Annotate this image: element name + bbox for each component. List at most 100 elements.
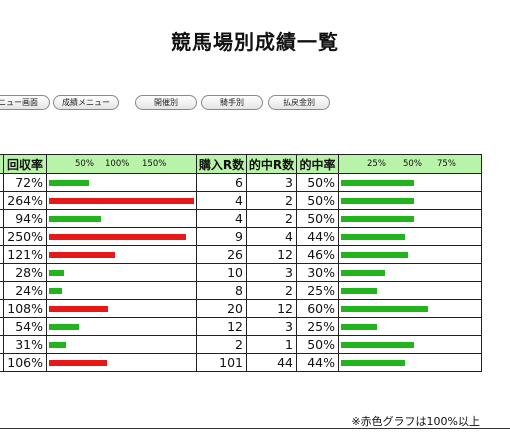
- return-rate-bar: [49, 216, 101, 222]
- races-cell: 9: [196, 227, 247, 246]
- by-meeting-button[interactable]: 開催別: [135, 95, 197, 110]
- return-scale-50: 50%: [75, 159, 94, 169]
- return-bar-cell: [46, 335, 197, 354]
- races-cell: 26: [196, 245, 247, 264]
- hit-rate-bar: [341, 288, 377, 294]
- hit-scale-75: 75%: [437, 159, 456, 169]
- hits-cell: 2: [246, 281, 297, 300]
- table-row: 72% 6 3 50%: [0, 173, 482, 192]
- return-rate-cell: 54%: [3, 317, 47, 336]
- hit-bar-cell: [338, 299, 482, 318]
- hit-bar-cell: [338, 173, 482, 192]
- hit-scale-50: 50%: [403, 159, 422, 169]
- hits-cell: 4: [246, 227, 297, 246]
- return-bar-cell: [46, 245, 197, 264]
- return-bar-cell: [46, 263, 197, 282]
- hit-rate-cell: 50%: [296, 173, 339, 192]
- hits-cell: 3: [246, 317, 297, 336]
- table-row: 24% 8 2 25%: [0, 281, 482, 300]
- hit-bar-cell: [338, 263, 482, 282]
- return-rate-cell: 94%: [3, 209, 47, 228]
- table-row: 28% 10 3 30%: [0, 263, 482, 282]
- hit-rate-cell: 60%: [296, 299, 339, 318]
- hit-bar-cell: [338, 209, 482, 228]
- races-cell: 20: [196, 299, 247, 318]
- return-rate-cell: 264%: [3, 191, 47, 210]
- hits-cell: 44: [246, 353, 297, 372]
- return-rate-cell: 121%: [3, 245, 47, 264]
- table-row: 108% 20 12 60%: [0, 299, 482, 318]
- return-bar-cell: [46, 353, 197, 372]
- return-rate-bar: [49, 360, 107, 366]
- hit-rate-cell: 50%: [296, 335, 339, 354]
- results-table: 回収率 50% 100% 150% 購入R数 的中R数 的中率 25% 50% …: [0, 154, 482, 372]
- header-hit-rate: 的中率: [296, 154, 339, 174]
- races-cell: 4: [196, 209, 247, 228]
- return-bar-cell: [46, 209, 197, 228]
- hit-bar-cell: [338, 317, 482, 336]
- return-scale-150: 150%: [142, 159, 167, 169]
- hit-bar-cell: [338, 335, 482, 354]
- header-return-scale: 50% 100% 150%: [46, 154, 197, 174]
- return-bar-cell: [46, 317, 197, 336]
- return-rate-bar: [49, 234, 186, 240]
- return-rate-cell: 31%: [3, 335, 47, 354]
- return-rate-cell: 72%: [3, 173, 47, 192]
- by-payout-button[interactable]: 払戻金別: [268, 95, 330, 110]
- hit-bar-cell: [338, 353, 482, 372]
- hit-bar-cell: [338, 227, 482, 246]
- return-rate-bar: [49, 270, 64, 276]
- hits-cell: 12: [246, 299, 297, 318]
- footnote: ※赤色グラフは100%以上: [351, 415, 480, 428]
- hits-cell: 12: [246, 245, 297, 264]
- header-return-rate: 回収率: [3, 154, 47, 174]
- results-menu-button[interactable]: 成績メニュー: [53, 95, 119, 110]
- main-menu-button[interactable]: ニュー画面: [0, 95, 50, 110]
- return-bar-cell: [46, 299, 197, 318]
- races-cell: 10: [196, 263, 247, 282]
- hit-rate-bar: [341, 180, 414, 186]
- hits-cell: 1: [246, 335, 297, 354]
- hit-rate-bar: [341, 234, 405, 240]
- hit-bar-cell: [338, 281, 482, 300]
- return-rate-bar: [49, 288, 62, 294]
- hit-rate-cell: 30%: [296, 263, 339, 282]
- races-cell: 12: [196, 317, 247, 336]
- hit-rate-bar: [341, 198, 414, 204]
- return-bar-cell: [46, 191, 197, 210]
- races-cell: 101: [196, 353, 247, 372]
- by-jockey-button[interactable]: 騎手別: [201, 95, 263, 110]
- return-bar-cell: [46, 173, 197, 192]
- races-cell: 4: [196, 191, 247, 210]
- return-rate-bar: [49, 252, 115, 258]
- return-rate-cell: 106%: [3, 353, 47, 372]
- races-cell: 6: [196, 173, 247, 192]
- return-rate-bar: [49, 306, 108, 312]
- return-rate-bar: [49, 324, 79, 330]
- hit-rate-cell: 46%: [296, 245, 339, 264]
- return-rate-bar: [49, 342, 66, 348]
- hit-scale-25: 25%: [367, 159, 386, 169]
- header-hit-scale: 25% 50% 75%: [338, 154, 482, 174]
- hits-cell: 2: [246, 191, 297, 210]
- hit-rate-cell: 50%: [296, 191, 339, 210]
- table-row: 94% 4 2 50%: [0, 209, 482, 228]
- table-row: 264% 4 2 50%: [0, 191, 482, 210]
- table-header-row: 回収率 50% 100% 150% 購入R数 的中R数 的中率 25% 50% …: [0, 154, 482, 174]
- hit-rate-bar: [341, 324, 377, 330]
- return-rate-cell: 108%: [3, 299, 47, 318]
- hit-rate-bar: [341, 252, 408, 258]
- hit-rate-cell: 50%: [296, 209, 339, 228]
- hits-cell: 3: [246, 263, 297, 282]
- page-title: 競馬場別成績一覧: [171, 30, 339, 54]
- hit-rate-bar: [341, 306, 428, 312]
- return-rate-bar: [49, 180, 89, 186]
- divider: [0, 428, 510, 429]
- hit-rate-cell: 44%: [296, 227, 339, 246]
- table-row: 31% 2 1 50%: [0, 335, 482, 354]
- hit-rate-bar: [341, 342, 414, 348]
- hit-rate-bar: [341, 360, 405, 366]
- table-row: 121% 26 12 46%: [0, 245, 482, 264]
- hit-bar-cell: [338, 245, 482, 264]
- hit-bar-cell: [338, 191, 482, 210]
